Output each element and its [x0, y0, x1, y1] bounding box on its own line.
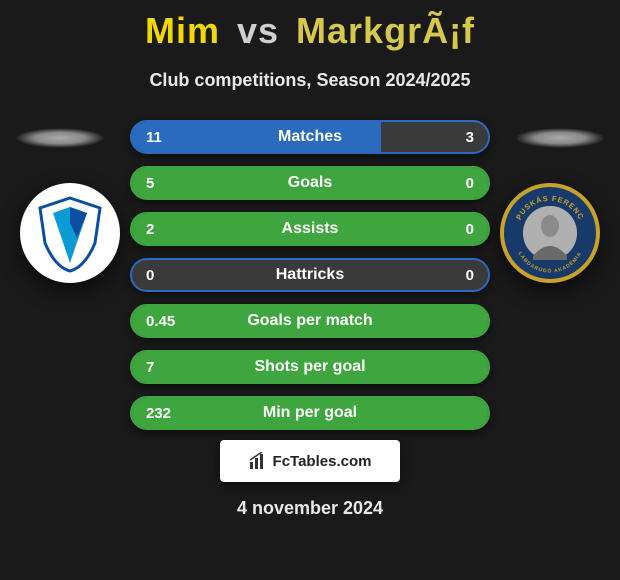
stat-left-value: 11: [132, 129, 192, 146]
stat-label: Hattricks: [192, 266, 428, 284]
stat-left-value: 232: [132, 405, 192, 422]
stat-left-value: 5: [132, 175, 192, 192]
stat-row: 11Matches3: [130, 120, 490, 154]
stat-right-value: 0: [428, 221, 488, 238]
badge-shadow-left: [15, 128, 105, 148]
fctables-banner[interactable]: FcTables.com: [220, 440, 400, 482]
stat-label: Shots per goal: [192, 358, 428, 376]
stat-label: Min per goal: [192, 404, 428, 422]
stat-label: Goals: [192, 174, 428, 192]
stat-right-value: 0: [428, 175, 488, 192]
subtitle: Club competitions, Season 2024/2025: [0, 70, 620, 91]
chart-icon: [249, 452, 267, 470]
player2-name: MarkgrÃ¡f: [296, 10, 475, 51]
shield-icon: [35, 193, 105, 273]
stat-label: Goals per match: [192, 312, 428, 330]
stat-row: 0.45Goals per match: [130, 304, 490, 338]
team-badge-left: [20, 183, 120, 283]
badge-shadow-right: [515, 128, 605, 148]
stat-row: 7Shots per goal: [130, 350, 490, 384]
stat-right-value: 0: [428, 267, 488, 284]
comparison-title: Mim vs MarkgrÃ¡f: [0, 0, 620, 52]
stat-row: 0Hattricks0: [130, 258, 490, 292]
date-text: 4 november 2024: [0, 498, 620, 519]
stat-row: 5Goals0: [130, 166, 490, 200]
stat-left-value: 2: [132, 221, 192, 238]
stats-container: 11Matches35Goals02Assists00Hattricks00.4…: [130, 120, 490, 442]
stat-label: Matches: [192, 128, 428, 146]
stat-right-value: 3: [428, 129, 488, 146]
stat-left-value: 0.45: [132, 313, 192, 330]
stat-left-value: 7: [132, 359, 192, 376]
fctables-text: FcTables.com: [273, 453, 372, 470]
stat-row: 2Assists0: [130, 212, 490, 246]
player1-name: Mim: [145, 10, 220, 51]
stat-left-value: 0: [132, 267, 192, 284]
stat-label: Assists: [192, 220, 428, 238]
vs-text: vs: [237, 10, 279, 51]
badge-portrait: [523, 206, 577, 260]
stat-row: 232Min per goal: [130, 396, 490, 430]
team-badge-right: PUSKÁS FERENC LABDARÚGÓ AKADÉMIA: [500, 183, 600, 283]
